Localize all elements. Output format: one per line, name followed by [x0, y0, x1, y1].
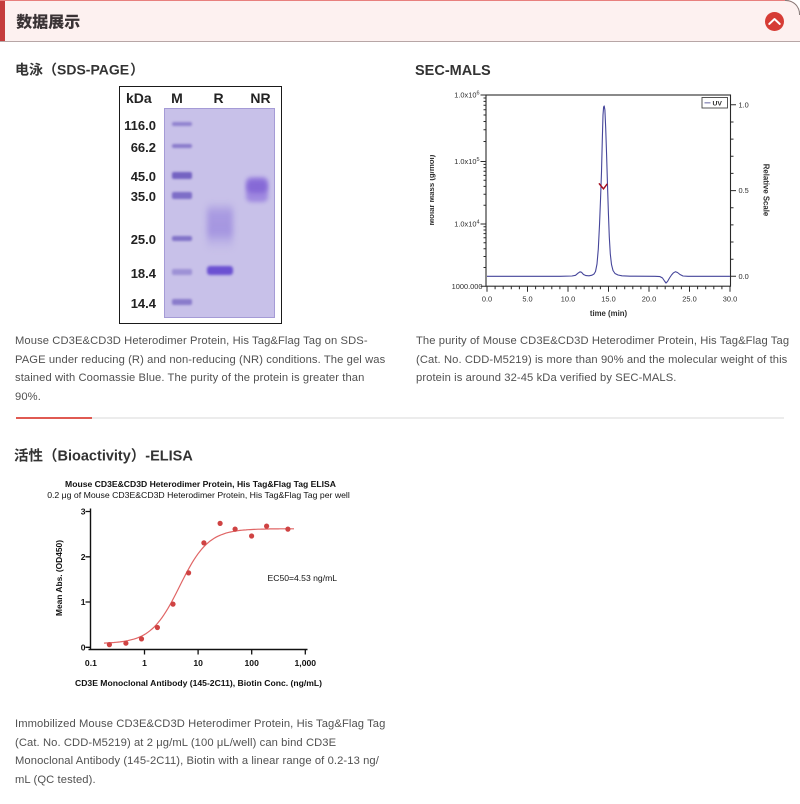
- svg-text:0.2 μg of Mouse CD3E&CD3D Hete: 0.2 μg of Mouse CD3E&CD3D Heterodimer Pr…: [47, 490, 350, 500]
- svg-text:20.0: 20.0: [642, 295, 656, 304]
- svg-text:1: 1: [81, 597, 86, 607]
- svg-text:time (min): time (min): [590, 309, 628, 318]
- svg-text:3: 3: [81, 507, 86, 517]
- svg-text:Relative Scale: Relative Scale: [762, 164, 771, 217]
- svg-text:CD3E Monoclonal Antibody (145-: CD3E Monoclonal Antibody (145-2C11), Bio…: [75, 678, 322, 688]
- svg-text:10: 10: [193, 658, 203, 668]
- svg-text:0.0: 0.0: [739, 272, 749, 281]
- svg-text:100: 100: [245, 658, 260, 668]
- svg-text:Bioactivity: Bioactivity: [58, 449, 131, 465]
- svg-text:0.1: 0.1: [85, 658, 97, 668]
- svg-text:UV: UV: [713, 101, 723, 108]
- svg-text:EC50=4.53 ng/mL: EC50=4.53 ng/mL: [268, 573, 338, 583]
- svg-text:0: 0: [81, 642, 86, 652]
- svg-text:1: 1: [142, 658, 147, 668]
- svg-text:1.0x106: 1.0x106: [454, 90, 479, 99]
- svg-text:25.0: 25.0: [682, 295, 696, 304]
- svg-text:1,000: 1,000: [295, 658, 317, 668]
- svg-text:0.5: 0.5: [739, 186, 749, 195]
- svg-text:5.0: 5.0: [522, 295, 532, 304]
- svg-text:Mean Abs. (OD450): Mean Abs. (OD450): [54, 540, 64, 616]
- svg-text:10.0: 10.0: [561, 295, 575, 304]
- svg-text:2: 2: [81, 552, 86, 562]
- svg-text:1.0: 1.0: [739, 101, 749, 110]
- svg-text:1000.000: 1000.000: [452, 282, 483, 291]
- svg-text:1.0x104: 1.0x104: [454, 219, 479, 228]
- svg-text:15.0: 15.0: [601, 295, 615, 304]
- svg-text:30.0: 30.0: [723, 295, 737, 304]
- svg-text:-ELISA: -ELISA: [145, 449, 193, 465]
- svg-text:0.0: 0.0: [482, 295, 492, 304]
- svg-text:SDS-PAGE: SDS-PAGE: [57, 62, 129, 78]
- svg-text:Mouse CD3E&CD3D Heterodimer Pr: Mouse CD3E&CD3D Heterodimer Protein, His…: [65, 479, 336, 489]
- svg-text:Molar Mass (g/mol): Molar Mass (g/mol): [430, 154, 436, 225]
- svg-text:1.0x105: 1.0x105: [454, 157, 479, 166]
